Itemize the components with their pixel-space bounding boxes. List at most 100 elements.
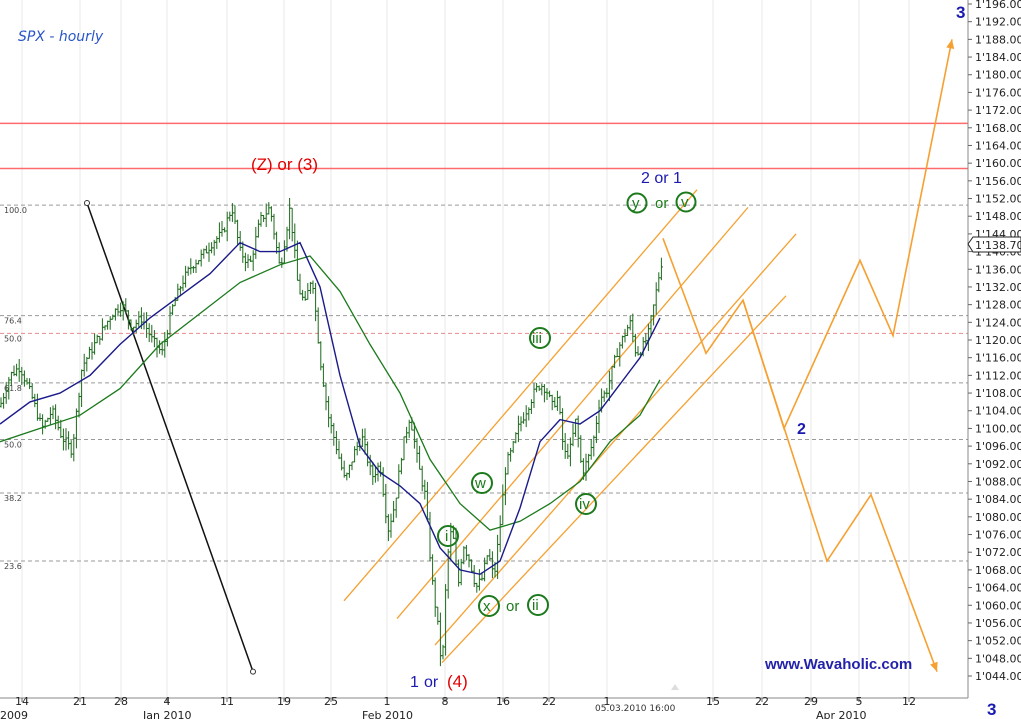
- price-label-6: 1'172.00: [975, 104, 1021, 117]
- wave-label-1-or-4: 1 or (4): [410, 672, 468, 691]
- price-label-29: 1'080.00: [975, 511, 1021, 524]
- fib-label-special: 50.0: [4, 334, 22, 343]
- price-label-7: 1'168.00: [975, 122, 1021, 135]
- time-label-9: 16: [496, 695, 510, 708]
- fib-label-2: 61.8: [4, 384, 22, 393]
- wave-label-ii: ii: [532, 597, 539, 614]
- time-label-10: 22: [542, 695, 556, 708]
- price-label-17: 1'128.00: [975, 299, 1021, 312]
- fib-label-0: 100.0: [4, 206, 27, 215]
- price-label-5: 1'176.00: [975, 86, 1021, 99]
- price-label-2: 1'188.00: [975, 33, 1021, 46]
- wave-label-y: y: [632, 195, 640, 212]
- wave-label-i-text: i: [445, 528, 448, 545]
- price-label-21: 1'112.00: [975, 369, 1021, 382]
- wave-label-2-or-1: 2 or 1: [641, 170, 682, 187]
- wave-label-x: x: [483, 598, 491, 615]
- wave-circle-v: [675, 191, 697, 213]
- fib-label-4: 38.2: [4, 494, 22, 503]
- price-label-18: 1'124.00: [975, 316, 1021, 329]
- fib-label-3: 50.0: [4, 440, 22, 449]
- projection-primary-path-arrowhead: [946, 39, 955, 49]
- price-label-37: 1'048.00: [975, 652, 1021, 665]
- price-label-24: 1'100.00: [975, 422, 1021, 435]
- price-label-28: 1'084.00: [975, 493, 1021, 506]
- month-label-1: Jan 2010: [142, 709, 191, 719]
- month-label-3: Apr 2010: [816, 709, 867, 719]
- time-label-7: 1: [384, 695, 391, 708]
- wave-label-iii: iii: [529, 327, 551, 349]
- wave-label-x-or-ii: x or ii: [478, 594, 549, 617]
- time-label-16: 12: [902, 695, 916, 708]
- time-label-6: 25: [324, 695, 338, 708]
- wave-projections: [662, 39, 955, 672]
- wave-label-iv-text: iv: [579, 496, 590, 513]
- time-label-13: 22: [755, 695, 769, 708]
- price-label-12: 1'148.00: [975, 210, 1021, 223]
- watermark-text: www.Wavaholic.com: [764, 656, 912, 673]
- price-label-36: 1'052.00: [975, 635, 1021, 648]
- wave-3-target-marker: 3: [956, 3, 965, 22]
- time-label-1: 21: [73, 695, 87, 708]
- time-axis: 14 21 28 4 11 19 25 1 8 16 22 1 15 22 29 5 12 2009 Jan 201…: [0, 695, 916, 719]
- price-label-25: 1'096.00: [975, 440, 1021, 453]
- wave-label-4: (4): [447, 672, 468, 691]
- price-label-8: 1'164.00: [975, 139, 1021, 152]
- wave-3-bottom-marker: 3: [987, 700, 996, 719]
- moving-averages: [0, 241, 661, 576]
- price-label-9: 1'160.00: [975, 157, 1021, 170]
- wave-label-w-text: w: [474, 475, 486, 492]
- price-label-32: 1'068.00: [975, 564, 1021, 577]
- fib-anchor-line: [86, 202, 254, 672]
- time-label-2: 28: [114, 695, 128, 708]
- time-label-5: 19: [277, 695, 291, 708]
- grid-lines: [21, 0, 910, 698]
- time-label-8: 8: [442, 695, 449, 708]
- time-cursor-marker: [671, 684, 679, 690]
- time-label-3: 4: [164, 695, 171, 708]
- price-label-19: 1'120.00: [975, 334, 1021, 347]
- fib-levels: 100.0 76.4 61.8 50.0 38.2 23.6 50.0: [0, 204, 968, 571]
- price-label-1: 1'192.00: [975, 16, 1021, 29]
- channel-line-3: [441, 295, 787, 664]
- price-label-10: 1'156.00: [975, 175, 1021, 188]
- time-label-0: 14: [15, 695, 29, 708]
- chart-title: SPX - hourly: [18, 29, 104, 45]
- price-label-23: 1'104.00: [975, 405, 1021, 418]
- price-label-27: 1'088.00: [975, 475, 1021, 488]
- fib-anchor-end: [250, 668, 256, 675]
- fib-anchor-start: [84, 199, 90, 206]
- wave-label-y-or-v: y or v: [626, 191, 697, 214]
- footer-timestamp: 05.03.2010 16:00: [595, 704, 676, 714]
- price-label-26: 1'092.00: [975, 458, 1021, 471]
- price-label-0: 1'196.00: [975, 0, 1021, 11]
- price-label-34: 1'060.00: [975, 599, 1021, 612]
- time-label-15: 5: [856, 695, 863, 708]
- time-label-14: 29: [804, 695, 818, 708]
- month-label-2: Feb 2010: [362, 709, 413, 719]
- month-label-0: 2009: [0, 709, 28, 719]
- price-label-16: 1'132.00: [975, 281, 1021, 294]
- wave-label-iii-text: iii: [532, 330, 542, 347]
- wave-label-iv: iv: [575, 493, 597, 515]
- wave-circle-y: [626, 192, 648, 214]
- ema-slow-line: [0, 255, 661, 531]
- wave-label-1-or-4-connector: or: [424, 674, 439, 691]
- price-label-33: 1'064.00: [975, 582, 1021, 595]
- channel-line-0: [343, 189, 698, 602]
- horizontal-levels: [0, 122, 968, 170]
- price-label-30: 1'076.00: [975, 529, 1021, 542]
- price-label-38: 1'044.00: [975, 670, 1021, 683]
- price-label-22: 1'108.00: [975, 387, 1021, 400]
- last-price-label: 1'138.70: [975, 239, 1021, 252]
- fib-label-1: 76.4: [4, 317, 22, 326]
- wave-label-z-or-3: (Z) or (3): [251, 155, 318, 174]
- projection-alternate-path-arrowhead: [930, 661, 938, 672]
- price-label-3: 1'184.00: [975, 51, 1021, 64]
- wave-label-i: i: [437, 525, 459, 547]
- wave-label-v: v: [681, 194, 689, 211]
- time-label-12: 15: [706, 695, 720, 708]
- wave-label-w: w: [471, 472, 493, 494]
